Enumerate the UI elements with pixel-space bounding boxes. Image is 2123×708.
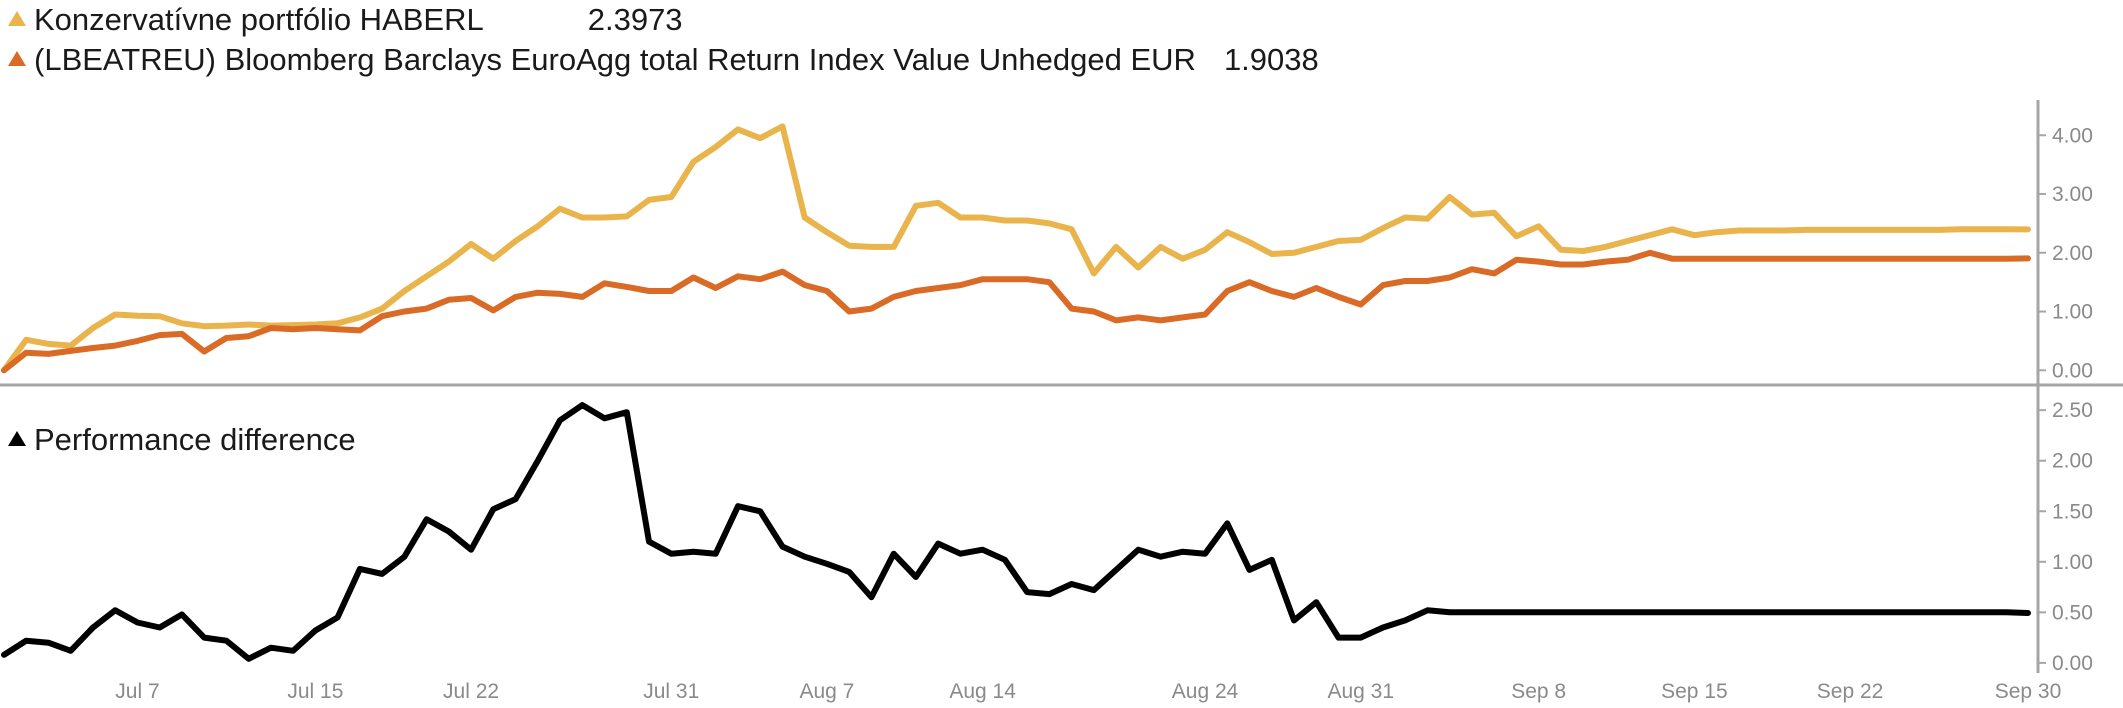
- series-line-performance-difference: [1, 402, 2031, 662]
- x-tick-label: Jul 7: [115, 680, 159, 703]
- y-tick-label: 2.00: [2052, 450, 2093, 473]
- axis-lines: [0, 100, 2123, 673]
- x-tick-label: Sep 30: [1995, 680, 2062, 703]
- x-tick-label: Aug 24: [1172, 680, 1239, 703]
- x-tick-label: Jul 15: [287, 680, 343, 703]
- legend-value-haberl: 2.3973: [587, 2, 683, 37]
- x-tick-label: Jul 31: [643, 680, 699, 703]
- y-tick-label: 1.00: [2052, 301, 2093, 324]
- y-tick-label: 3.00: [2052, 183, 2093, 206]
- triangle-icon: [8, 10, 26, 26]
- y-tick-label: 0.00: [2052, 359, 2093, 382]
- y-tick-label: 2.50: [2052, 399, 2093, 422]
- legend-label-haberl: Konzervatívne portfólio HABERL: [34, 2, 484, 37]
- legend-top: Konzervatívne portfólio HABERL 2.3973 (L…: [8, 0, 1319, 80]
- legend-item-performance-difference: Performance difference: [8, 420, 356, 460]
- legend-item-haberl: Konzervatívne portfólio HABERL 2.3973: [8, 0, 1319, 40]
- y-tick-label: 1.50: [2052, 500, 2093, 523]
- series-line-haberl: [1, 123, 2031, 374]
- x-tick-label: Sep 15: [1661, 680, 1728, 703]
- bottom-panel: 0.00 0.50 1.00 1.50 2.00 2.50: [1, 399, 2093, 675]
- x-tick-label: Sep 8: [1511, 680, 1566, 703]
- triangle-icon: [8, 50, 26, 66]
- x-axis: Jul 7 Jul 15 Jul 22 Jul 31 Aug 7 Aug 14 Aug 24…: [115, 680, 2061, 703]
- x-tick-label: Jul 22: [443, 680, 499, 703]
- triangle-icon: [8, 430, 26, 446]
- x-tick-label: Sep 22: [1817, 680, 1884, 703]
- y-tick-label: 0.00: [2052, 652, 2093, 675]
- legend-label-lbeatreu: (LBEATREU) Bloomberg Barclays EuroAgg to…: [34, 42, 1196, 77]
- top-panel: 0.00 1.00 2.00 3.00 4.00: [1, 123, 2093, 382]
- series-line-lbeatreu: [1, 249, 2031, 374]
- y-tick-label: 4.00: [2052, 124, 2093, 147]
- legend-item-lbeatreu: (LBEATREU) Bloomberg Barclays EuroAgg to…: [8, 40, 1319, 80]
- legend-label-performance-difference: Performance difference: [34, 422, 356, 457]
- y-tick-label: 1.00: [2052, 551, 2093, 574]
- y-tick-label: 0.50: [2052, 601, 2093, 624]
- y-tick-label: 2.00: [2052, 242, 2093, 265]
- x-tick-label: Aug 7: [799, 680, 854, 703]
- x-tick-label: Aug 31: [1327, 680, 1394, 703]
- legend-bottom: Performance difference: [8, 420, 356, 460]
- x-tick-label: Aug 14: [949, 680, 1016, 703]
- legend-value-lbeatreu: 1.9038: [1223, 42, 1319, 77]
